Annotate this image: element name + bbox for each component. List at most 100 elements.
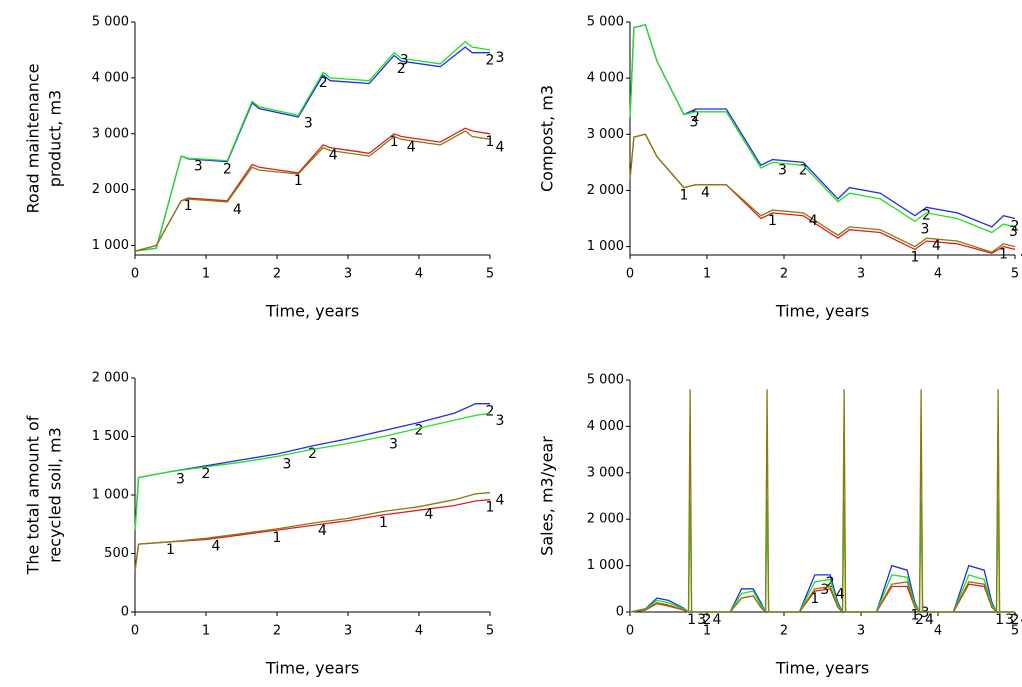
series-label: 2 (397, 61, 406, 77)
y-tick-label: 0 (616, 605, 624, 620)
y-tick-label: 1 000 (92, 238, 129, 253)
series-label: 1 (184, 198, 193, 214)
series-label: 1 (768, 213, 777, 229)
series-label: 3 (496, 413, 505, 429)
series-label: 3 (389, 437, 398, 453)
series-label: 4 (1021, 247, 1022, 263)
series-label: 2 (308, 446, 317, 462)
x-tick-label: 0 (626, 624, 634, 639)
y-tick-label: 5 000 (587, 373, 624, 388)
series-label: 3 (820, 582, 829, 598)
x-tick-label: 3 (344, 267, 352, 282)
series-line (134, 40, 491, 252)
series-line (134, 499, 491, 572)
series-line (134, 412, 491, 531)
series-line (134, 130, 491, 252)
x-tick-label: 2 (780, 267, 788, 282)
series-label: 1 (810, 591, 819, 607)
y-tick-label: 2 000 (92, 182, 129, 197)
series-label: 1 (910, 607, 919, 623)
series-label: 4 (425, 507, 434, 523)
y-tick-label: 4 000 (587, 419, 624, 434)
y-tick-label: 3 000 (587, 465, 624, 480)
series-label: 3 (1005, 612, 1014, 628)
series-label: 2 (922, 207, 931, 223)
series-label: 1 (379, 515, 388, 531)
series-label: 3 (920, 221, 929, 237)
x-tick-label: 2 (780, 624, 788, 639)
y-tick-label: 4 000 (587, 71, 624, 86)
y-tick-label: 1 500 (92, 429, 129, 444)
series-line (134, 492, 491, 572)
series-label: 3 (304, 115, 313, 131)
series-label: 4 (233, 202, 242, 218)
series-label: 1 (995, 612, 1004, 628)
series-label: 2 (202, 466, 211, 482)
series-label: 2 (1011, 612, 1020, 628)
y-tick-label: 3 000 (92, 126, 129, 141)
series-label: 2 (703, 612, 712, 628)
y-axis-label: recycled soil, m3 (46, 427, 65, 563)
series-label: 2 (486, 53, 495, 69)
x-tick-label: 4 (934, 624, 942, 639)
x-axis-label: Time, years (775, 302, 869, 321)
x-tick-label: 0 (131, 267, 139, 282)
series-line (134, 127, 491, 252)
y-axis-label: Road maintenance (24, 63, 43, 213)
series-label: 2 (415, 422, 424, 438)
x-axis-label: Time, years (265, 302, 359, 321)
x-tick-label: 1 (202, 624, 210, 639)
y-axis-label: Compost, m3 (538, 85, 557, 192)
y-axis-label: Sales, m3/year (538, 436, 557, 556)
x-tick-label: 5 (486, 267, 494, 282)
series-label: 3 (400, 53, 409, 69)
series-label: 1 (273, 530, 282, 546)
series-line (629, 24, 1016, 234)
series-label: 3 (920, 605, 929, 621)
series-label: 1 (390, 134, 399, 150)
series-label: 3 (697, 612, 706, 628)
series-label: 3 (778, 162, 787, 178)
x-tick-label: 2 (273, 624, 281, 639)
series-label: 1 (294, 173, 303, 189)
series-label: 2 (691, 109, 700, 125)
y-tick-label: 2 000 (587, 512, 624, 527)
x-tick-label: 5 (1011, 267, 1019, 282)
series-label: 3 (496, 50, 505, 66)
series-label: 2 (915, 612, 924, 628)
series-label: 1 (999, 247, 1008, 263)
x-tick-label: 1 (202, 267, 210, 282)
x-tick-label: 0 (626, 267, 634, 282)
y-axis-label: The total amount of (24, 415, 43, 575)
x-tick-label: 3 (344, 624, 352, 639)
series-label: 2 (826, 575, 835, 591)
series-line (629, 564, 1015, 613)
series-label: 2 (319, 75, 328, 91)
series-label: 2 (486, 404, 495, 420)
series-label: 1 (486, 500, 495, 516)
y-tick-label: 1 000 (587, 558, 624, 573)
series-label: 4 (496, 493, 505, 509)
series-label: 1 (679, 188, 688, 204)
x-tick-label: 5 (1011, 624, 1019, 639)
series-label: 2 (223, 162, 232, 178)
x-tick-label: 0 (131, 624, 139, 639)
series-label: 4 (318, 523, 327, 539)
series-label: 4 (496, 139, 505, 155)
series-label: 1 (687, 612, 696, 628)
series-line (629, 389, 1015, 614)
x-axis-label: Time, years (265, 659, 359, 678)
x-axis-label: Time, years (775, 659, 869, 678)
series-line (629, 133, 1016, 253)
y-tick-label: 5 000 (587, 15, 624, 30)
x-tick-label: 5 (486, 624, 494, 639)
series-label: 3 (176, 472, 185, 488)
series-label: 4 (1021, 612, 1022, 628)
series-label: 4 (407, 139, 416, 155)
series-label: 4 (932, 238, 941, 254)
series-label: 4 (701, 185, 710, 201)
